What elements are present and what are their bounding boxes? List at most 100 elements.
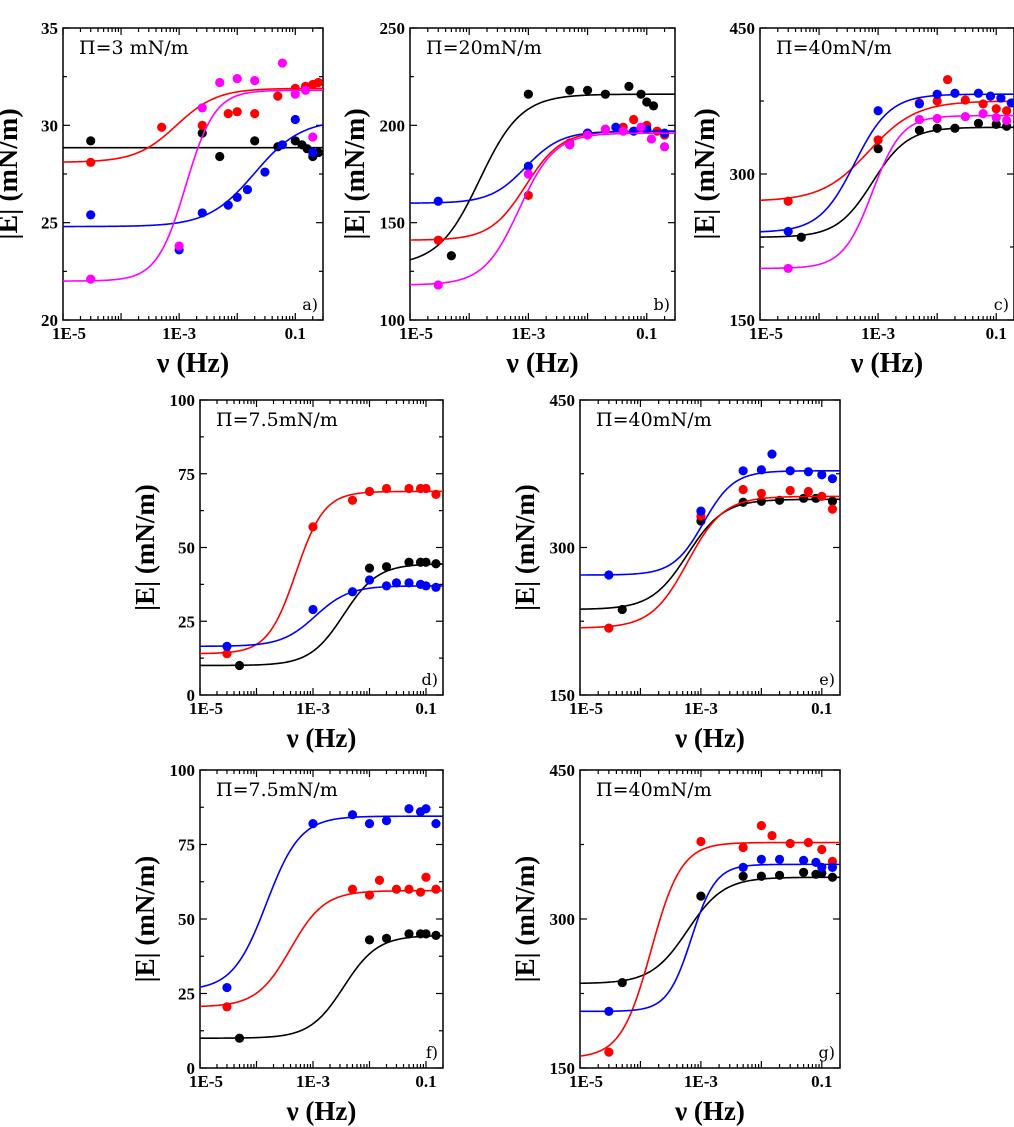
- plot-frame: [759, 27, 1014, 321]
- x-tick-label: 1E-3: [296, 699, 330, 718]
- x-tick-label: 1E-5: [189, 1072, 223, 1091]
- data-point: [300, 85, 311, 95]
- y-tick-label: 150: [380, 214, 406, 233]
- data-point: [600, 124, 610, 134]
- data-point: [381, 816, 392, 826]
- data-point: [381, 581, 392, 591]
- data-point: [799, 867, 809, 877]
- data-point: [1006, 98, 1014, 108]
- y-tick-label: 100: [170, 761, 196, 780]
- data-point: [290, 89, 300, 99]
- data-point: [381, 483, 392, 494]
- data-point: [222, 1002, 232, 1012]
- fit-curve: [760, 126, 1014, 238]
- fit-curve: [580, 498, 840, 610]
- data-point: [277, 58, 288, 68]
- plot-area: [63, 58, 323, 284]
- y-tick-label: 450: [550, 391, 576, 410]
- data-point: [817, 862, 827, 872]
- data-point: [215, 151, 225, 162]
- plot-frame: [579, 399, 841, 696]
- data-point: [582, 85, 593, 95]
- data-point: [223, 200, 233, 210]
- data-point: [242, 184, 253, 195]
- fit-curve: [760, 114, 1014, 270]
- data-point: [827, 474, 838, 484]
- y-tick-label: 25: [178, 612, 195, 631]
- y-tick-label: 30: [41, 116, 58, 135]
- data-point: [973, 118, 984, 128]
- data-point: [756, 871, 766, 881]
- y-tick-label: 150: [550, 686, 576, 705]
- x-tick-label: 1E-5: [399, 324, 433, 343]
- panel-label: e): [819, 670, 835, 689]
- data-point: [803, 467, 813, 477]
- data-point: [827, 872, 838, 882]
- data-point: [523, 169, 533, 179]
- data-point: [600, 89, 610, 99]
- data-point: [431, 559, 441, 569]
- y-axis-label: |E| (mN/m): [510, 856, 540, 983]
- data-point: [523, 89, 533, 99]
- data-point: [783, 263, 793, 274]
- data-point: [273, 91, 283, 101]
- fit-curve: [410, 132, 675, 286]
- data-point: [223, 109, 233, 119]
- fit-curve: [760, 100, 1014, 202]
- data-point: [1002, 106, 1012, 116]
- fit-curve: [410, 93, 675, 261]
- data-point: [738, 862, 748, 872]
- data-point: [421, 872, 431, 882]
- y-tick-label: 100: [380, 311, 406, 330]
- y-tick-label: 0: [187, 686, 196, 705]
- data-point: [611, 122, 621, 132]
- y-tick-label: 25: [41, 214, 58, 233]
- data-point: [774, 854, 785, 865]
- plot-frame: [199, 769, 444, 1069]
- data-point: [783, 226, 793, 237]
- data-point: [433, 235, 443, 245]
- panel-label: b): [654, 295, 670, 314]
- data-point: [404, 557, 414, 567]
- data-point: [308, 604, 318, 615]
- y-tick-label: 0: [187, 1059, 196, 1078]
- data-point: [629, 114, 639, 125]
- x-tick-label: 0.1: [811, 699, 832, 718]
- data-point: [624, 81, 634, 91]
- data-point: [914, 125, 924, 135]
- x-tick-label: 1E-3: [861, 324, 895, 343]
- y-tick-label: 150: [550, 1059, 576, 1078]
- data-point: [157, 122, 167, 132]
- plot-area: [200, 804, 443, 1043]
- data-point: [431, 819, 441, 829]
- data-point: [433, 280, 443, 290]
- data-point: [642, 97, 652, 107]
- y-tick-label: 300: [550, 539, 576, 558]
- panel-d: 1E-5 1E-3 0.1 0 25 50 75 100 ν (Hz) |E| (mN/m) Π=7…: [130, 391, 444, 753]
- x-axis-label: ν (Hz): [850, 348, 923, 379]
- data-point: [796, 232, 806, 242]
- x-tick-label: 1E-3: [684, 699, 718, 718]
- x-tick-label: 0.1: [636, 324, 657, 343]
- plot-area: [580, 449, 840, 633]
- x-axis-label: ν (Hz): [286, 723, 357, 753]
- plot-frame: [62, 27, 324, 321]
- data-point: [86, 157, 96, 167]
- data-point: [604, 623, 614, 633]
- data-point: [817, 491, 827, 501]
- data-point: [290, 136, 300, 146]
- y-axis-label: |E| (mN/m): [340, 108, 371, 239]
- data-point: [991, 112, 1001, 123]
- data-point: [648, 101, 659, 111]
- data-point: [347, 495, 358, 505]
- y-tick-label: 300: [730, 165, 756, 184]
- fit-curve: [63, 87, 323, 163]
- data-point: [381, 562, 392, 572]
- data-point: [767, 449, 777, 459]
- data-point: [347, 884, 358, 894]
- data-point: [756, 821, 766, 831]
- data-point: [86, 210, 96, 220]
- data-point: [978, 109, 988, 119]
- data-point: [232, 107, 242, 117]
- data-point: [523, 161, 533, 171]
